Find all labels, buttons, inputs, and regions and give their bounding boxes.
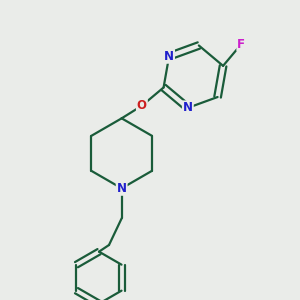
- Text: N: N: [164, 50, 174, 63]
- Text: N: N: [117, 182, 127, 195]
- Text: F: F: [237, 38, 245, 51]
- Text: O: O: [137, 99, 147, 112]
- Text: N: N: [183, 101, 193, 114]
